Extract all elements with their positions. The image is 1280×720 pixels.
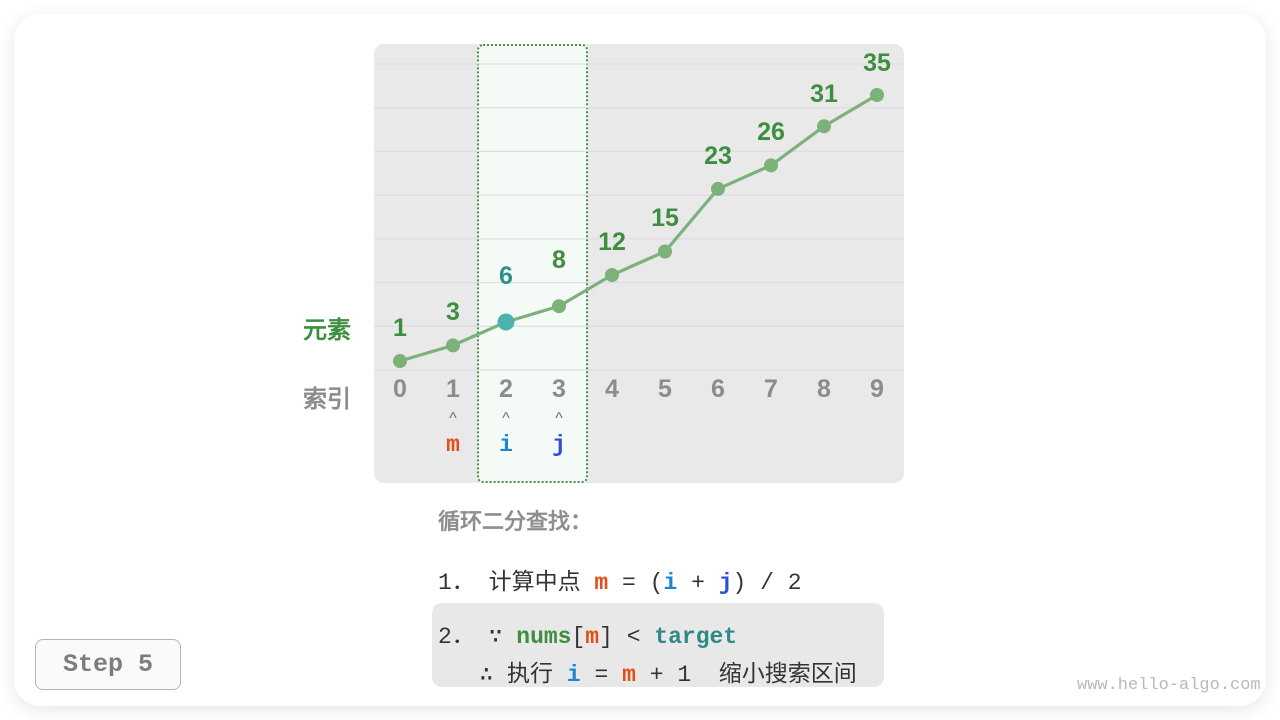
svg-text:^: ^ bbox=[502, 410, 510, 427]
svg-text:2: 2 bbox=[499, 375, 513, 403]
svg-text:6: 6 bbox=[499, 262, 513, 290]
svg-text:4: 4 bbox=[605, 375, 619, 403]
svg-text:m: m bbox=[446, 432, 460, 458]
svg-text:6: 6 bbox=[711, 375, 725, 403]
svg-text:0: 0 bbox=[393, 375, 407, 403]
svg-text:23: 23 bbox=[704, 142, 732, 170]
svg-text:3: 3 bbox=[446, 298, 460, 326]
svg-text:1: 1 bbox=[446, 375, 460, 403]
svg-text:26: 26 bbox=[757, 118, 785, 146]
svg-text:15: 15 bbox=[651, 204, 679, 232]
svg-text:35: 35 bbox=[863, 49, 891, 77]
svg-text:1: 1 bbox=[393, 314, 407, 342]
svg-text:j: j bbox=[552, 432, 566, 458]
svg-text:i: i bbox=[499, 432, 513, 458]
svg-text:^: ^ bbox=[449, 410, 457, 427]
svg-text:12: 12 bbox=[598, 228, 626, 256]
svg-text:3: 3 bbox=[552, 375, 566, 403]
svg-text:7: 7 bbox=[764, 375, 778, 403]
svg-text:^: ^ bbox=[555, 410, 563, 427]
svg-text:9: 9 bbox=[870, 375, 884, 403]
svg-text:5: 5 bbox=[658, 375, 672, 403]
svg-text:8: 8 bbox=[552, 246, 566, 274]
svg-text:8: 8 bbox=[817, 375, 831, 403]
svg-text:31: 31 bbox=[810, 80, 838, 108]
